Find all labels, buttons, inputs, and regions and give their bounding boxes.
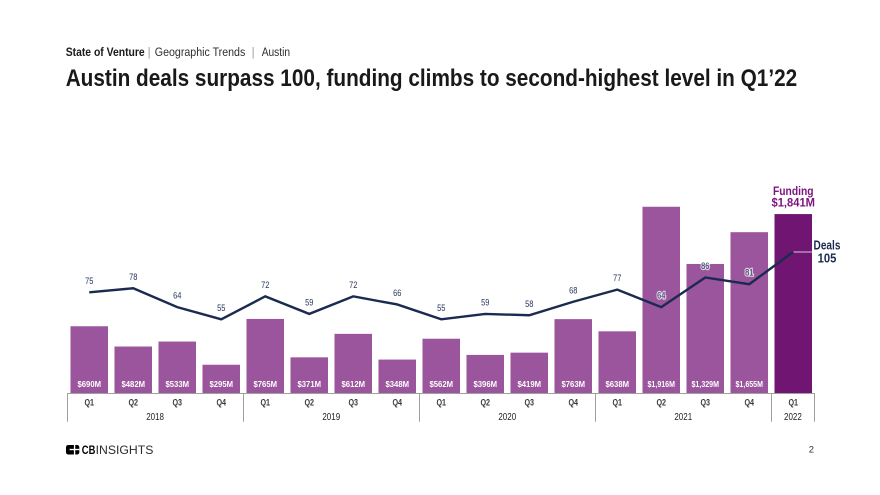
svg-text:Q3: Q3 [700,398,710,408]
svg-text:$1,655M: $1,655M [736,379,764,389]
svg-text:2021: 2021 [674,412,692,423]
svg-text:2019: 2019 [322,412,340,423]
svg-text:Q1: Q1 [84,398,94,408]
svg-text:$562M: $562M [429,379,453,389]
svg-text:64: 64 [173,291,181,301]
svg-text:59: 59 [481,297,489,307]
svg-text:$1,916M: $1,916M [648,379,676,389]
svg-text:Q2: Q2 [656,398,666,408]
svg-text:$533M: $533M [165,379,189,389]
svg-text:58: 58 [525,299,533,309]
svg-text:Q4: Q4 [568,398,578,408]
svg-text:Q1: Q1 [436,398,446,408]
svg-text:2018: 2018 [146,412,164,423]
svg-text:66: 66 [393,288,401,298]
svg-text:72: 72 [349,280,357,290]
svg-text:2022: 2022 [784,412,802,423]
svg-text:Q2: Q2 [480,398,490,408]
svg-text:State of Venture: State of Venture [66,45,145,59]
svg-text:Q1: Q1 [612,398,622,408]
svg-text:68: 68 [569,285,577,295]
svg-text:Funding: Funding [773,184,814,198]
svg-text:81: 81 [745,268,753,278]
svg-text:$295M: $295M [209,379,233,389]
svg-text:$763M: $763M [561,379,585,389]
svg-text:Q2: Q2 [304,398,314,408]
svg-text:2: 2 [809,444,814,455]
svg-text:$482M: $482M [121,379,145,389]
svg-text:$371M: $371M [297,379,321,389]
svg-text:Q4: Q4 [744,398,754,408]
svg-text:59: 59 [305,297,313,307]
svg-text:Deals: Deals [814,239,841,253]
svg-text:$348M: $348M [385,379,409,389]
svg-text:INSIGHTS: INSIGHTS [96,443,154,457]
svg-text:CB: CB [82,443,96,457]
svg-text:|: | [252,47,255,59]
svg-text:Q3: Q3 [172,398,182,408]
svg-text:|: | [148,47,151,59]
svg-text:Q4: Q4 [392,398,402,408]
svg-text:Q1: Q1 [260,398,270,408]
svg-text:55: 55 [217,303,225,313]
svg-text:78: 78 [129,272,137,282]
svg-text:75: 75 [85,276,93,286]
svg-text:55: 55 [437,303,445,313]
svg-text:$1,841M: $1,841M [772,196,816,210]
svg-text:Q1: Q1 [788,398,798,408]
svg-text:Q3: Q3 [348,398,358,408]
svg-text:Austin: Austin [262,45,290,59]
svg-text:77: 77 [613,273,621,283]
svg-text:$638M: $638M [605,379,629,389]
svg-text:$612M: $612M [341,379,365,389]
svg-text:64: 64 [657,291,665,301]
svg-text:86: 86 [701,261,709,271]
svg-text:Austin deals surpass 100, fund: Austin deals surpass 100, funding climbs… [66,65,798,92]
svg-text:$690M: $690M [77,379,101,389]
svg-text:Q4: Q4 [216,398,226,408]
svg-text:$419M: $419M [517,379,541,389]
svg-text:Q2: Q2 [128,398,138,408]
svg-text:$765M: $765M [253,379,277,389]
svg-text:72: 72 [261,280,269,290]
svg-text:2020: 2020 [498,412,516,423]
svg-text:$1,329M: $1,329M [692,379,720,389]
svg-text:$396M: $396M [473,379,497,389]
svg-text:Geographic Trends: Geographic Trends [155,45,246,59]
svg-text:Q3: Q3 [524,398,534,408]
svg-text:105: 105 [818,251,837,265]
